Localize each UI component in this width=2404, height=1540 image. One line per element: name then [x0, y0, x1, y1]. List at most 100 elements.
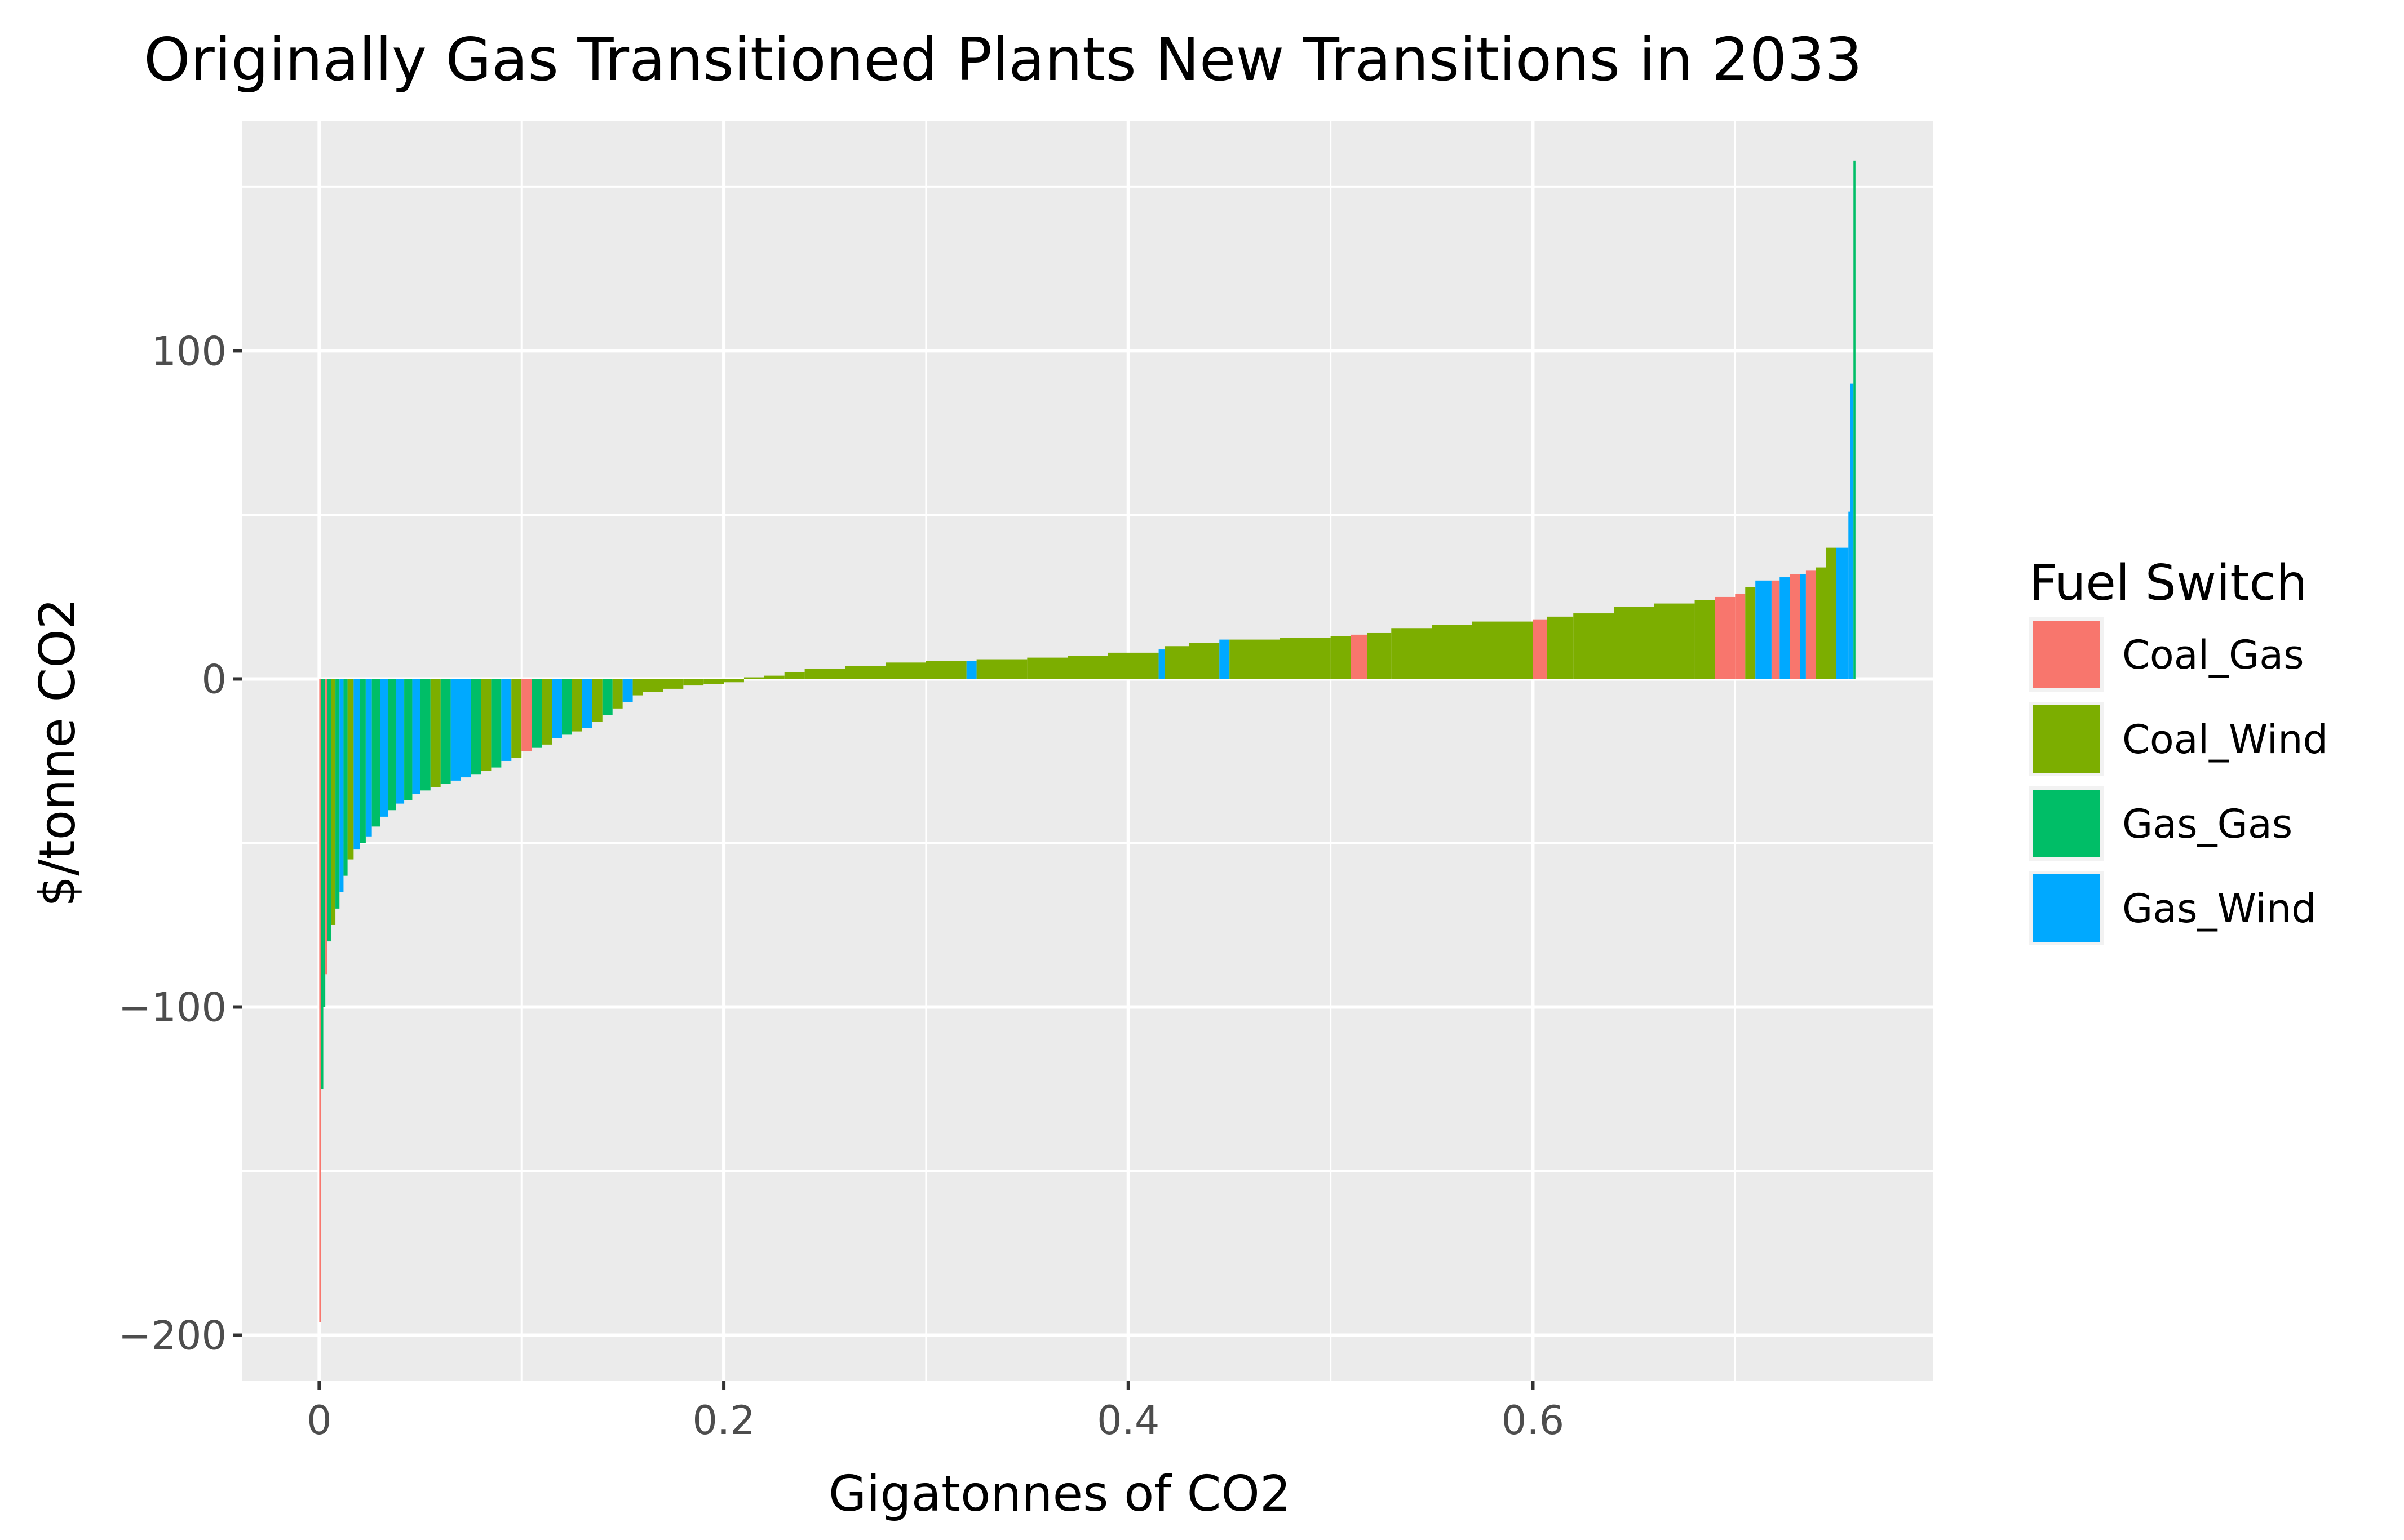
y-tick-label: −100 — [118, 984, 227, 1030]
x-tick-label: 0 — [307, 1397, 332, 1444]
bar-gas-wind — [622, 679, 633, 702]
bar-coal-wind — [331, 679, 336, 925]
bar-gas-wind — [353, 679, 360, 850]
bar-coal-gas — [1790, 574, 1800, 679]
bar-coal-wind — [1614, 607, 1654, 679]
bar-coal-wind — [592, 679, 603, 722]
legend-title: Fuel Switch — [2029, 554, 2307, 612]
bar-coal-gas — [1351, 634, 1367, 679]
bar-coal-wind — [1547, 616, 1574, 679]
bar-coal-wind — [1573, 613, 1614, 679]
bar-coal-wind — [1165, 646, 1189, 679]
bar-gas-wind — [1848, 511, 1850, 679]
bar-coal-wind — [1280, 638, 1331, 679]
bar-gas-gas — [360, 679, 366, 843]
x-tick-label: 0.4 — [1097, 1397, 1159, 1444]
bar-coal-wind — [1027, 657, 1068, 679]
bar-coal-wind — [542, 679, 552, 745]
bar-coal-wind — [1229, 639, 1280, 679]
bar-gas-gas — [327, 679, 331, 942]
y-tick-label: 100 — [151, 328, 227, 374]
bar-coal-wind — [430, 679, 441, 787]
bar-gas-wind — [412, 679, 420, 794]
bar-gas-gas — [491, 679, 502, 768]
bar-gas-wind — [339, 679, 344, 892]
bar-gas-wind — [552, 679, 562, 738]
bar-gas-wind — [966, 661, 977, 679]
x-axis: 0 0.2 0.4 0.6 — [307, 1381, 1564, 1444]
bar-coal-wind — [1826, 547, 1836, 679]
bar-gas-gas — [404, 679, 413, 800]
bar-coal-wind — [743, 677, 764, 679]
bar-coal-wind — [845, 666, 886, 679]
bar-gas-gas — [440, 679, 451, 784]
bar-coal-wind — [1068, 656, 1108, 679]
legend-label: Coal_Gas — [2122, 632, 2304, 678]
bar-coal-wind — [511, 679, 522, 758]
bar-gas-gas — [335, 679, 340, 909]
legend-swatch — [2033, 705, 2100, 773]
bar-gas-wind — [380, 679, 388, 817]
bar-gas-gas — [388, 679, 396, 811]
bar-coal-gas — [1533, 619, 1547, 679]
bar-coal-gas — [1715, 596, 1736, 679]
bar-coal-wind — [976, 659, 1028, 679]
legend-label: Gas_Wind — [2122, 886, 2317, 932]
bar-gas-wind — [1755, 580, 1772, 679]
bar-coal-wind — [1816, 567, 1826, 679]
bar-coal-gas — [325, 679, 327, 975]
bar-coal-wind — [724, 679, 744, 683]
chart-title: Originally Gas Transitioned Plants New T… — [144, 25, 1862, 94]
bar-coal-wind — [1694, 600, 1715, 679]
bar-coal-wind — [683, 679, 704, 686]
bar-coal-wind — [1745, 587, 1756, 679]
bar-coal-gas — [1735, 594, 1746, 679]
bar-gas-gas — [561, 679, 572, 735]
bar-coal-wind — [481, 679, 492, 771]
bar-gas-gas — [1853, 160, 1856, 679]
bar-coal-wind — [1367, 632, 1392, 679]
bar-gas-gas — [420, 679, 431, 791]
bar-coal-wind — [804, 669, 845, 679]
legend-swatch — [2033, 621, 2100, 688]
bar-gas-wind — [1779, 577, 1790, 679]
bar-coal-wind — [663, 679, 684, 689]
bar-gas-wind — [396, 679, 405, 804]
bar-coal-wind — [1654, 603, 1695, 679]
bar-gas-gas — [323, 679, 326, 1007]
legend-swatch — [2033, 790, 2100, 857]
bar-coal-wind — [886, 662, 926, 679]
x-tick-label: 0.6 — [1502, 1397, 1564, 1444]
y-tick-label: −200 — [118, 1313, 227, 1359]
bar-gas-wind — [1836, 547, 1849, 679]
bar-coal-gas — [1805, 570, 1816, 679]
bar-coal-wind — [643, 679, 663, 692]
bar-coal-wind — [347, 679, 354, 860]
bar-coal-wind — [1472, 621, 1533, 679]
bar-gas-gas — [602, 679, 613, 715]
bar-gas-gas — [343, 679, 348, 876]
bar-coal-wind — [1432, 625, 1472, 679]
bar-gas-gas — [532, 679, 542, 748]
bar-coal-wind — [1391, 628, 1432, 679]
x-tick-label: 0.2 — [692, 1397, 755, 1444]
bar-gas-wind — [1219, 639, 1230, 679]
legend-label: Coal_Wind — [2122, 716, 2328, 763]
bar-coal-gas — [1771, 580, 1780, 679]
bar-gas-wind — [1800, 574, 1806, 679]
bar-gas-gas — [371, 679, 380, 827]
bar-coal-wind — [1330, 636, 1351, 679]
bar-coal-wind — [572, 679, 582, 732]
bar-gas-gas — [471, 679, 481, 775]
bar-gas-gas — [321, 679, 324, 1089]
bar-gas-wind — [1850, 383, 1854, 679]
bar-gas-wind — [582, 679, 592, 728]
bar-coal-wind — [703, 679, 724, 684]
y-axis: −200 −100 0 100 — [118, 328, 242, 1359]
bar-coal-wind — [632, 679, 643, 696]
bar-coal-wind — [926, 661, 967, 679]
y-tick-label: 0 — [201, 656, 227, 702]
legend-label: Gas_Gas — [2122, 801, 2292, 847]
bar-coal-wind — [612, 679, 623, 709]
